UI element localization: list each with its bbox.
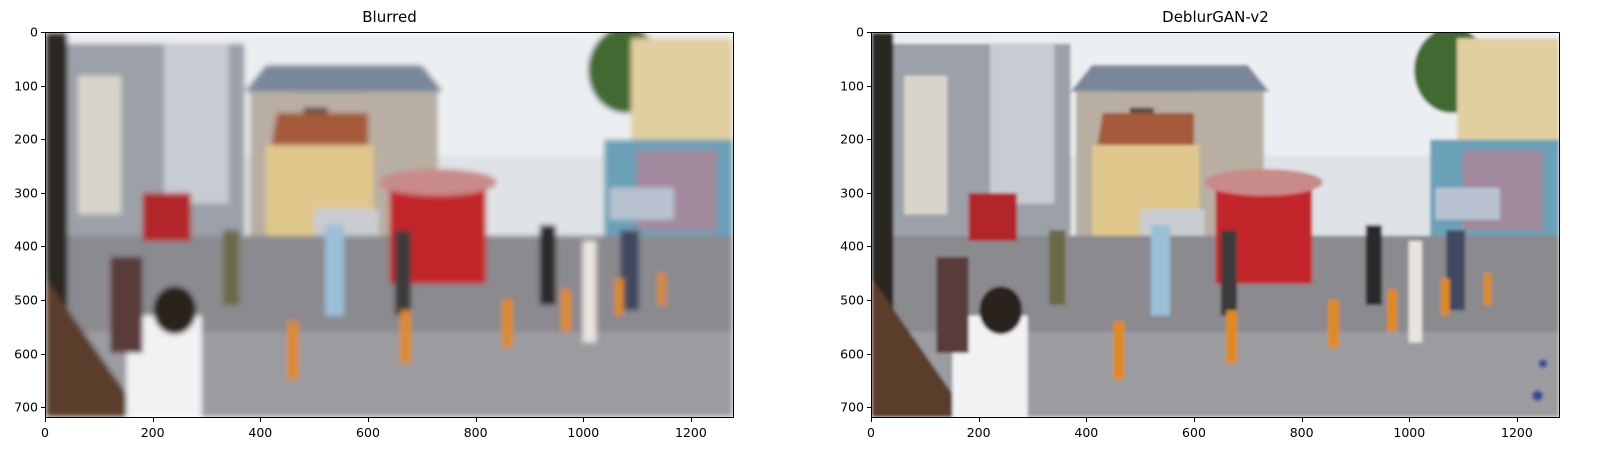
y-tick-mark: [41, 85, 45, 87]
y-tick-label: 700: [840, 399, 864, 415]
x-tick-mark: [978, 418, 980, 422]
x-tick-mark: [475, 418, 477, 422]
y-tick-mark: [867, 353, 871, 355]
y-tick-mark: [41, 353, 45, 355]
y-tick-label: 600: [840, 346, 864, 362]
y-tick-label: 100: [14, 78, 38, 94]
x-tick-label: 600: [356, 425, 380, 440]
x-tick-label: 0: [41, 425, 49, 440]
y-tick-mark: [867, 300, 871, 302]
x-tick-mark: [367, 418, 369, 422]
y-tick-label: 100: [840, 78, 864, 94]
x-tick-mark: [1516, 418, 1518, 422]
y-tick-mark: [867, 85, 871, 87]
y-tick-mark: [41, 192, 45, 194]
y-tick-label: 500: [840, 292, 864, 308]
x-tick-mark: [260, 418, 262, 422]
y-tick-mark: [41, 300, 45, 302]
x-tick-mark: [1086, 418, 1088, 422]
x-tick-label: 1000: [567, 425, 600, 440]
x-tick-mark: [690, 418, 692, 422]
x-tick-mark: [45, 418, 46, 422]
x-tick-label: 400: [248, 425, 273, 440]
street-photo-blurred: [46, 33, 733, 417]
x-tick-label: 800: [1289, 425, 1314, 440]
panel-title-deblurgan: DeblurGAN-v2: [1162, 8, 1269, 26]
x-tick-label: 600: [1182, 425, 1206, 440]
y-tick-label: 600: [14, 346, 38, 362]
street-photo-deblurred: [872, 33, 1559, 417]
image-blurred: [45, 32, 734, 418]
panel-title-blurred: Blurred: [362, 8, 417, 26]
y-tick-label: 300: [14, 185, 38, 201]
y-tick-mark: [41, 32, 45, 33]
x-tick-mark: [1301, 418, 1303, 422]
x-tick-label: 1000: [1393, 425, 1426, 440]
x-tick-label: 1200: [1501, 425, 1533, 440]
y-tick-label: 300: [840, 185, 864, 201]
x-tick-label: 1200: [675, 425, 707, 440]
y-tick-mark: [867, 246, 871, 248]
y-tick-label: 200: [14, 131, 38, 147]
x-tick-mark: [1193, 418, 1195, 422]
x-tick-label: 400: [1074, 425, 1099, 440]
x-tick-mark: [1409, 418, 1411, 422]
y-tick-label: 400: [840, 238, 864, 254]
y-tick-mark: [867, 192, 871, 194]
x-tick-mark: [152, 418, 154, 422]
y-tick-mark: [867, 139, 871, 141]
image-deblurgan: [871, 32, 1560, 418]
x-tick-label: 0: [867, 425, 875, 440]
y-tick-label: 0: [856, 24, 864, 40]
y-tick-mark: [867, 32, 871, 33]
y-tick-label: 500: [14, 292, 38, 308]
y-tick-label: 200: [840, 131, 864, 147]
y-tick-mark: [41, 139, 45, 141]
x-tick-label: 200: [966, 425, 991, 440]
y-tick-mark: [41, 246, 45, 248]
y-tick-label: 700: [14, 399, 38, 415]
x-tick-mark: [871, 418, 872, 422]
x-tick-mark: [583, 418, 585, 422]
panel-blurred: Blurred: [0, 0, 780, 462]
x-tick-label: 200: [140, 425, 165, 440]
x-tick-label: 800: [463, 425, 488, 440]
y-tick-mark: [41, 407, 45, 409]
y-tick-mark: [867, 407, 871, 409]
y-tick-label: 400: [14, 238, 38, 254]
y-tick-label: 0: [30, 24, 38, 40]
